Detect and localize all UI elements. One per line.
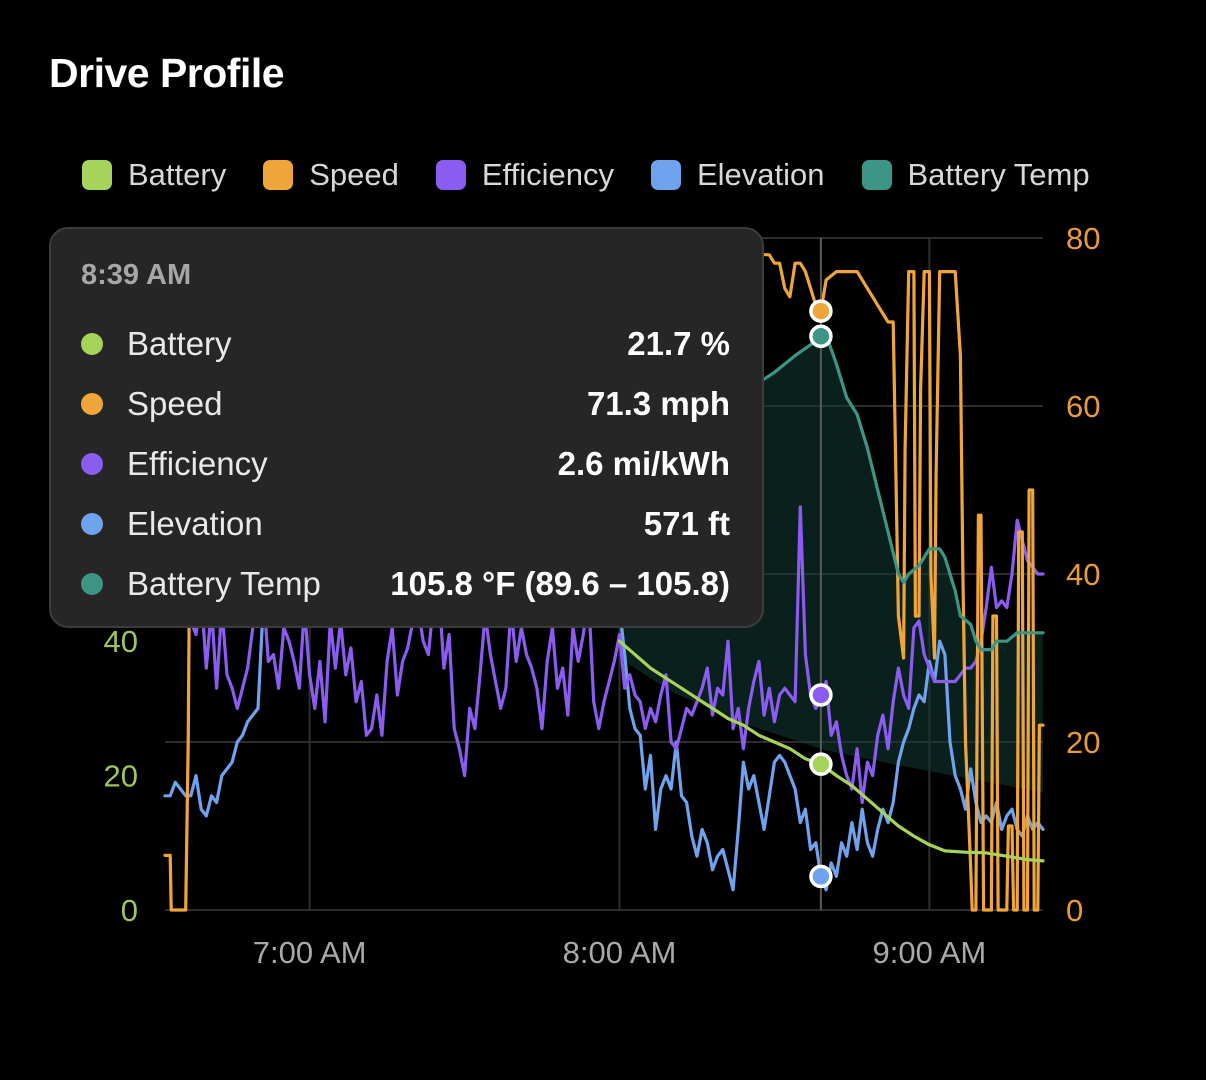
- legend-item-efficiency[interactable]: Efficiency: [435, 157, 614, 193]
- tooltip-label: Battery Temp: [127, 565, 321, 602]
- hover-marker-speed: [809, 299, 833, 323]
- tooltip-row-battery-temp: Battery Temp 105.8 °F (89.6 – 105.8): [81, 564, 730, 604]
- hover-marker-efficiency: [809, 683, 833, 707]
- legend-swatch-speed: [263, 160, 294, 190]
- tooltip: 8:39 AM Battery 21.7 % Speed 71.3 mph Ef…: [49, 227, 764, 628]
- tooltip-time: 8:39 AM: [81, 259, 192, 291]
- chart-title: Drive Profile: [49, 50, 285, 96]
- tooltip-label: Speed: [127, 385, 223, 422]
- series-line-elevation: [163, 572, 1045, 892]
- legend-label: Speed: [309, 157, 399, 192]
- tooltip-row-speed: Speed 71.3 mph: [81, 384, 730, 424]
- tooltip-row-efficiency: Efficiency 2.6 mi/kWh: [81, 444, 730, 484]
- y-right-tick-label: 20: [1066, 725, 1100, 760]
- legend-swatch-battery-temp: [861, 160, 892, 190]
- tooltip-dot-efficiency: [81, 453, 103, 475]
- tooltip-value: 71.3 mph: [586, 385, 730, 422]
- tooltip-value: 105.8 °F (89.6 – 105.8): [390, 565, 730, 602]
- tooltip-dot-speed: [81, 393, 103, 415]
- y-right-tick-label: 40: [1066, 557, 1100, 592]
- hover-marker-elevation: [809, 864, 833, 889]
- tooltip-label: Efficiency: [127, 445, 268, 482]
- tooltip-label: Battery: [127, 325, 232, 362]
- legend-label: Battery: [128, 157, 227, 192]
- legend-label: Elevation: [696, 157, 825, 192]
- x-tick-label: 7:00 AM: [253, 935, 367, 970]
- hover-marker-battery: [809, 752, 833, 776]
- legend-label: Battery Temp: [907, 157, 1090, 192]
- y-left-tick-label: 0: [121, 893, 138, 928]
- series-line-battery-temp: [617, 333, 1045, 652]
- tooltip-dot-elevation: [81, 513, 103, 535]
- y-left-tick-label: 40: [104, 624, 138, 659]
- tooltip-row-elevation: Elevation 571 ft: [81, 504, 730, 544]
- legend: Battery Speed Efficiency Elevation Batte…: [82, 155, 1090, 195]
- x-tick-label: 8:00 AM: [563, 935, 677, 970]
- tooltip-row-battery: Battery 21.7 %: [81, 324, 730, 364]
- y-right-tick-label: 60: [1066, 389, 1100, 424]
- tooltip-dot-battery: [81, 333, 103, 355]
- y-right-tick-label: 0: [1066, 893, 1083, 928]
- axes: 0 20 40 0 20 40 60 80 7:00 AM 8:00 AM 9:00 AM: [104, 221, 1101, 970]
- legend-swatch-efficiency: [435, 160, 466, 190]
- tooltip-value: 2.6 mi/kWh: [557, 445, 730, 482]
- hover-marker-battery-temp: [809, 324, 833, 349]
- y-left-tick-label: 20: [104, 759, 138, 794]
- legend-swatch-battery: [82, 160, 112, 190]
- legend-item-battery-temp[interactable]: Battery Temp: [861, 157, 1090, 193]
- y-right-tick-label: 80: [1066, 221, 1100, 256]
- tooltip-value: 21.7 %: [627, 325, 730, 362]
- series-line-efficiency: [184, 505, 1045, 805]
- tooltip-label: Elevation: [127, 505, 263, 542]
- tooltip-dot-battery-temp: [81, 573, 103, 595]
- legend-item-elevation[interactable]: Elevation: [650, 157, 825, 193]
- series-line-speed: [163, 236, 1045, 912]
- legend-swatch-elevation: [650, 160, 681, 190]
- legend-item-battery[interactable]: Battery: [82, 157, 226, 193]
- x-tick-label: 9:00 AM: [873, 935, 987, 970]
- hover-markers: [809, 299, 833, 889]
- legend-item-speed[interactable]: Speed: [263, 157, 399, 193]
- legend-label: Efficiency: [481, 157, 614, 192]
- tooltip-value: 571 ft: [643, 505, 730, 542]
